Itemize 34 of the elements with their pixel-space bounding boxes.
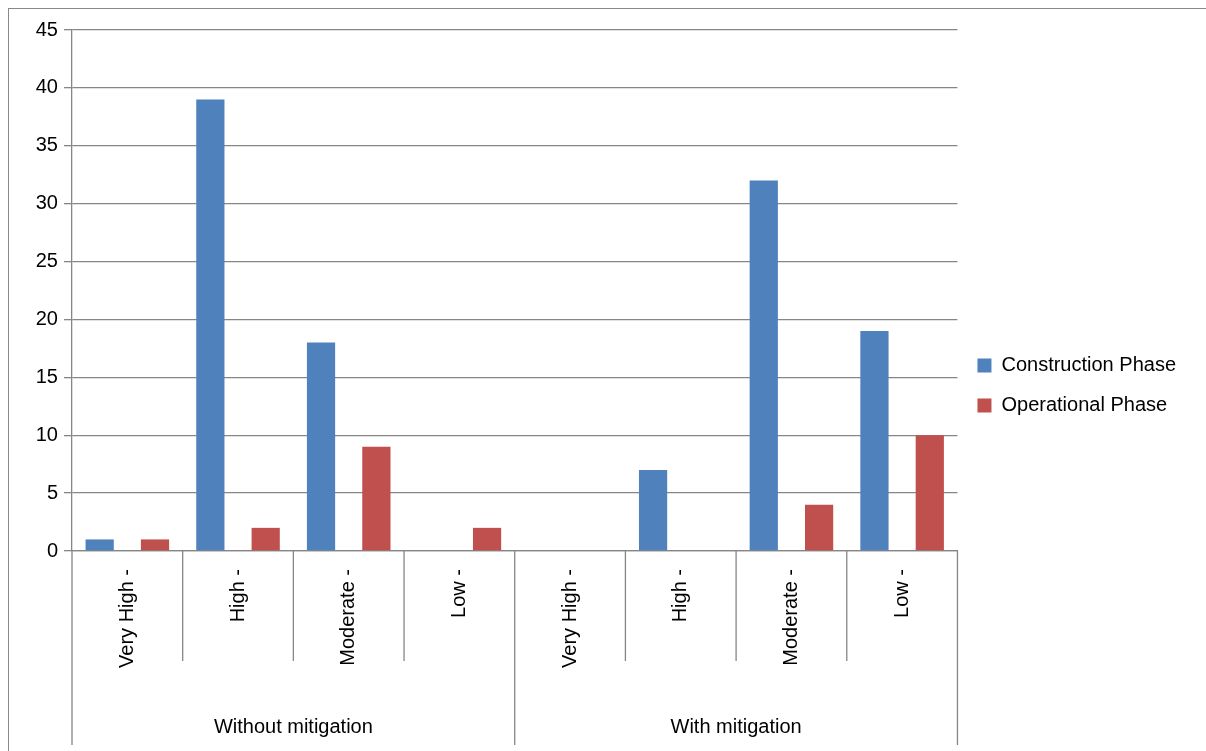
- bar: [638, 469, 668, 551]
- bar: [472, 527, 502, 551]
- y-tick-label: 0: [46, 538, 58, 561]
- y-tick-label: 45: [35, 17, 58, 40]
- legend-label: Operational Phase: [1001, 393, 1168, 416]
- bar: [140, 539, 170, 551]
- x-tick-label: Moderate -: [778, 569, 801, 666]
- y-tick-label: 5: [46, 480, 58, 503]
- x-tick-label: Very High -: [114, 569, 137, 668]
- x-tick-label: High -: [668, 569, 691, 623]
- y-tick-label: 10: [35, 422, 58, 445]
- text: With mitigation: [670, 714, 802, 737]
- text: Without mitigation: [213, 714, 373, 737]
- bar: [749, 180, 778, 551]
- bar: [860, 331, 889, 551]
- y-tick-label: 40: [35, 75, 58, 98]
- x-tick-label: High -: [225, 569, 248, 623]
- y-tick-label: 15: [35, 364, 58, 387]
- bar: [362, 446, 391, 551]
- y-tick-label: 35: [35, 133, 58, 156]
- bar: [196, 99, 225, 551]
- legend-label: Construction Phase: [1001, 353, 1177, 376]
- bar: [306, 342, 336, 551]
- x-tick-label: Low -: [446, 569, 469, 618]
- bar: [85, 539, 114, 551]
- y-tick-label: 20: [35, 306, 58, 329]
- y-tick-label: 30: [35, 191, 58, 214]
- x-tick-label: Very High -: [557, 569, 580, 668]
- y-tick-label: 25: [35, 249, 58, 272]
- bar: [915, 435, 944, 551]
- bar: [804, 504, 834, 551]
- x-tick-label: Moderate -: [336, 569, 359, 666]
- bar: [251, 527, 280, 551]
- x-tick-label: Low -: [889, 569, 912, 618]
